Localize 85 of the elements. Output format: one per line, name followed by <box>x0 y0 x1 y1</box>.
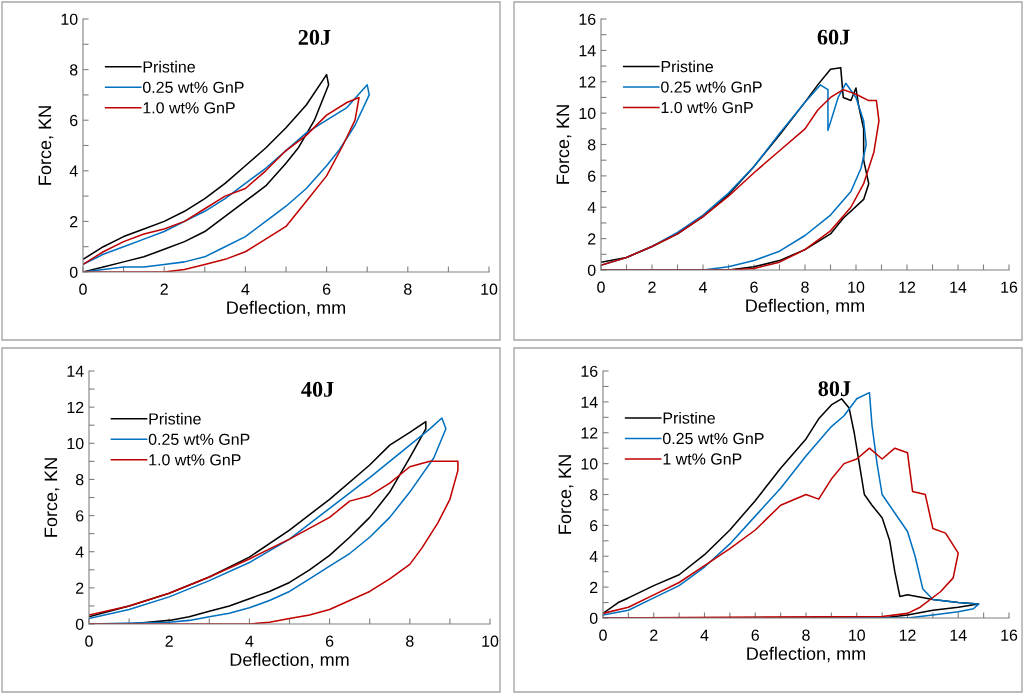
x-tick-label: 4 <box>698 281 707 293</box>
y-tick-label: 14 <box>67 365 84 377</box>
y-tick-label: 12 <box>579 76 596 88</box>
y-tick-label: 6 <box>590 520 598 532</box>
chart-title: 20J <box>298 29 331 45</box>
y-tick-label: 4 <box>69 165 78 177</box>
legend-label: 1.0 wt% GnP <box>143 102 235 114</box>
y-tick-label: 14 <box>581 396 598 408</box>
legend-label: Pristine <box>663 411 715 424</box>
y-tick-label: 8 <box>75 474 84 486</box>
y-tick-label: 2 <box>590 581 598 593</box>
y-tick-label: 8 <box>587 139 596 151</box>
x-tick-label: 4 <box>241 283 250 295</box>
chart-title: 80J <box>818 381 851 397</box>
y-tick-label: 6 <box>76 510 84 522</box>
x-tick-label: 8 <box>801 281 809 293</box>
x-tick-label: 2 <box>648 281 656 293</box>
x-tick-label: 0 <box>599 629 607 641</box>
x-tick-label: 4 <box>700 629 709 641</box>
x-tick-label: 12 <box>899 629 916 641</box>
y-tick-label: 0 <box>587 264 596 276</box>
y-tick-label: 0 <box>589 612 598 624</box>
y-tick-label: 16 <box>579 13 596 25</box>
x-axis-title: Deflection, mm <box>227 300 346 317</box>
x-tick-label: 8 <box>802 629 810 641</box>
x-tick-label: 2 <box>165 635 173 647</box>
y-tick-label: 10 <box>581 458 598 470</box>
x-tick-label: 10 <box>482 635 499 647</box>
x-tick-label: 16 <box>1001 629 1018 641</box>
line-series <box>83 73 330 272</box>
legend-label: 0.25 wt% GnP <box>148 433 250 446</box>
y-tick-label: 12 <box>581 427 598 439</box>
x-tick-label: 8 <box>406 635 414 647</box>
x-tick-label: 12 <box>899 281 916 293</box>
y-tick-label: 2 <box>76 582 84 594</box>
x-tick-label: 10 <box>849 629 866 641</box>
y-axis-title: Force, KN <box>38 106 54 185</box>
x-tick-label: 10 <box>848 281 865 293</box>
legend-label: 1.0 wt% GnP <box>149 454 241 466</box>
y-tick-label: 0 <box>75 618 84 630</box>
x-tick-label: 6 <box>750 281 758 293</box>
x-tick-label: 8 <box>404 283 412 295</box>
y-tick-label: 8 <box>69 64 78 76</box>
y-tick-label: 4 <box>75 546 84 558</box>
y-axis-title: Force, KN <box>556 105 572 184</box>
chart-title: 40J <box>301 381 334 397</box>
legend-label: 1 wt% GnP <box>663 453 742 465</box>
y-axis-title: Force, KN <box>44 458 60 537</box>
y-tick-label: 2 <box>70 216 78 228</box>
x-tick-label: 16 <box>1001 281 1018 293</box>
y-tick-label: 10 <box>579 107 596 120</box>
legend-label: Pristine <box>661 60 713 73</box>
x-axis-title: Deflection, mm <box>747 646 866 663</box>
y-tick-label: 4 <box>589 551 598 563</box>
y-tick-label: 16 <box>581 365 598 377</box>
y-tick-label: 4 <box>587 202 596 214</box>
y-tick-label: 0 <box>69 266 78 278</box>
x-tick-label: 0 <box>85 635 93 647</box>
y-tick-label: 14 <box>579 45 596 57</box>
y-axis-title: Force, KN <box>558 455 574 534</box>
x-axis-title: Deflection, mm <box>230 652 349 669</box>
x-axis-title: Deflection, mm <box>746 298 865 315</box>
y-tick-label: 6 <box>588 170 596 182</box>
x-tick-label: 6 <box>322 283 331 295</box>
legend-label: Pristine <box>143 60 195 73</box>
x-tick-label: 10 <box>481 283 498 295</box>
x-tick-label: 6 <box>325 635 334 647</box>
y-tick-label: 8 <box>589 489 598 501</box>
legend-label: Pristine <box>149 412 201 425</box>
chart-title: 60J <box>817 29 850 45</box>
x-tick-label: 2 <box>160 283 168 295</box>
y-tick-label: 10 <box>61 13 78 25</box>
x-tick-label: 2 <box>650 629 658 641</box>
y-tick-label: 10 <box>67 437 84 450</box>
y-tick-label: 12 <box>67 401 84 413</box>
legend-label: 0.25 wt% GnP <box>662 432 764 445</box>
x-tick-label: 14 <box>950 629 967 641</box>
y-tick-label: 6 <box>70 114 78 127</box>
y-tick-label: 2 <box>588 233 596 245</box>
legend-label: 0.25 wt% GnP <box>142 81 244 94</box>
legend-label: 0.25 wt% GnP <box>661 81 762 93</box>
legend-label: 1.0 wt% GnP <box>661 101 753 114</box>
x-tick-label: 14 <box>950 281 967 293</box>
x-tick-label: 4 <box>245 635 254 647</box>
x-tick-label: 6 <box>751 629 759 641</box>
